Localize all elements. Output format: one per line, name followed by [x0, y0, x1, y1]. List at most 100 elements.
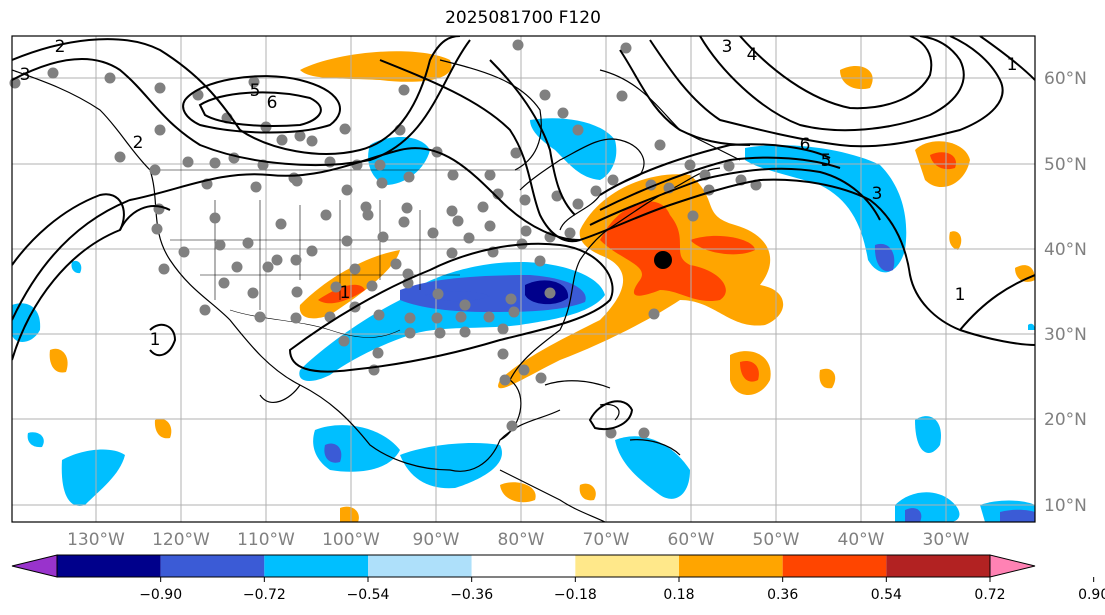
station-dot: [452, 215, 464, 227]
station-dot: [519, 194, 531, 206]
map-frame: [11, 35, 1036, 523]
station-dot: [178, 246, 190, 258]
contour-label: 2: [133, 133, 144, 153]
station-dot: [401, 202, 413, 214]
station-dot: [590, 185, 602, 197]
station-dot: [497, 323, 509, 335]
station-dot: [398, 84, 410, 96]
station-dot: [492, 188, 504, 200]
lon-label: 120°W: [152, 530, 210, 550]
contour-label: 3: [722, 37, 733, 57]
anomaly-region: [500, 482, 536, 503]
station-dot: [572, 124, 584, 136]
station-dot: [47, 67, 59, 79]
station-dot: [231, 261, 243, 273]
lon-label: 100°W: [322, 530, 380, 550]
anomaly-region: [318, 284, 365, 304]
station-dot: [434, 327, 446, 339]
station-dot: [520, 225, 532, 237]
lat-label: 10°N: [1044, 496, 1087, 516]
anomaly-region: [340, 506, 359, 522]
station-dot: [199, 304, 211, 316]
lat-label: 40°N: [1044, 240, 1087, 260]
station-dot: [158, 263, 170, 275]
station-dot: [484, 169, 496, 181]
anomaly-region: [324, 443, 342, 463]
latitude-labels: 60°N 50°N 40°N 30°N 20°N 10°N: [1044, 69, 1087, 516]
station-dot: [544, 287, 556, 299]
station-dot: [510, 147, 522, 159]
station-dot: [338, 335, 350, 347]
anomaly-region: [745, 145, 907, 273]
station-dot: [330, 281, 342, 293]
station-dot: [104, 72, 116, 84]
contour-label: 3: [872, 184, 883, 204]
lat-label: 20°N: [1044, 410, 1087, 430]
station-dot: [459, 326, 471, 338]
station-dot: [209, 212, 221, 224]
contour-label: 1: [1007, 55, 1018, 75]
station-dot: [535, 372, 547, 384]
anomaly-region: [71, 260, 82, 274]
contour-label: 2: [55, 37, 66, 57]
anomaly-region: [27, 432, 44, 448]
lon-label: 80°W: [498, 530, 545, 550]
station-dot: [497, 348, 509, 360]
station-dot: [114, 151, 126, 163]
station-dot: [275, 218, 287, 230]
station-dot: [247, 287, 259, 299]
station-dot: [192, 89, 204, 101]
station-dot: [506, 420, 518, 432]
anomaly-region: [690, 235, 755, 255]
station-dot: [648, 308, 660, 320]
station-dot: [508, 306, 520, 318]
station-dot: [620, 42, 632, 54]
station-dot: [341, 235, 353, 247]
graticule: [12, 36, 1035, 522]
station-dot: [463, 232, 475, 244]
lat-label: 50°N: [1044, 155, 1087, 175]
station-dot: [404, 312, 416, 324]
map-title: 2025081700 F120: [445, 8, 601, 28]
station-dot: [750, 179, 762, 191]
station-dot: [534, 255, 546, 267]
station-dot: [254, 311, 266, 323]
lon-label: 60°W: [668, 530, 715, 550]
station-dot: [260, 121, 272, 133]
station-dot: [432, 288, 444, 300]
station-dot: [214, 239, 226, 251]
station-dot: [366, 280, 378, 292]
lon-label: 50°W: [753, 530, 800, 550]
station-dot: [262, 261, 274, 273]
lat-label: 30°N: [1044, 325, 1087, 345]
station-dot: [564, 227, 576, 239]
station-dot: [291, 286, 303, 298]
storm-center-dot: [654, 251, 672, 269]
station-dot: [271, 254, 283, 266]
lon-label: 40°W: [838, 530, 885, 550]
station-dot: [477, 201, 489, 213]
anomaly-region: [915, 416, 941, 453]
station-dot: [684, 159, 696, 171]
contour-lines: [12, 36, 1035, 430]
station-dot: [306, 245, 318, 257]
station-dot: [372, 347, 384, 359]
station-dot: [149, 164, 161, 176]
station-dot: [339, 123, 351, 135]
shaded-anomaly-fields: [12, 51, 1035, 522]
station-dot: [723, 160, 735, 172]
station-dot: [499, 374, 511, 386]
anomaly-region: [874, 243, 895, 272]
station-dot: [250, 181, 262, 193]
station-dot: [290, 254, 302, 266]
anomaly-region: [49, 348, 68, 373]
contour-label: 1: [955, 285, 966, 305]
station-dot: [276, 134, 288, 146]
longitude-labels: 130°W 120°W 110°W 100°W 90°W 80°W 70°W 6…: [67, 530, 970, 550]
station-dot: [505, 293, 517, 305]
lat-label: 60°N: [1044, 69, 1087, 89]
contour-label: 6: [267, 93, 278, 113]
station-dot: [154, 124, 166, 136]
station-dot: [447, 169, 459, 181]
station-dot: [638, 427, 650, 439]
